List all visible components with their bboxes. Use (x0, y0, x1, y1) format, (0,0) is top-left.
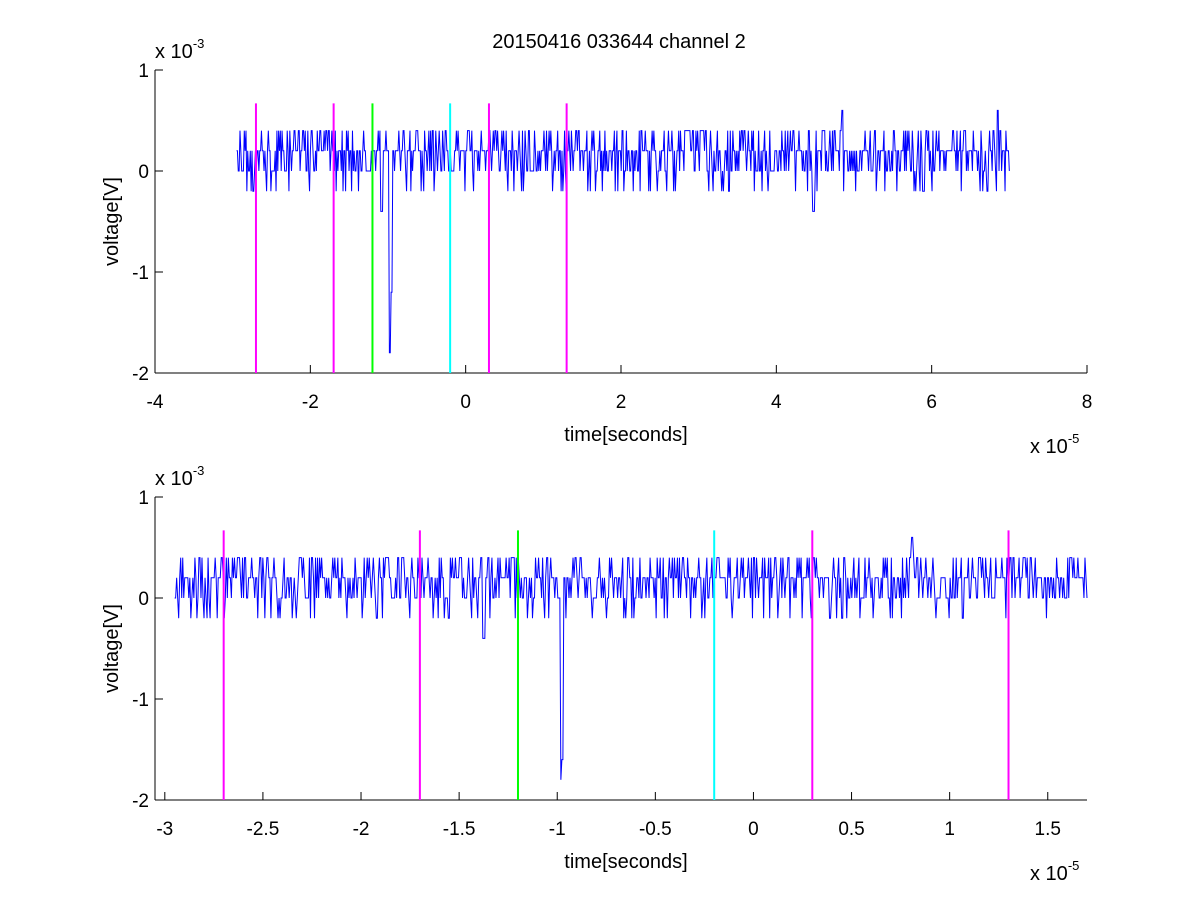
x-tick-label: -0.5 (639, 819, 672, 840)
y-tick-label: 0 (138, 162, 149, 183)
signal-trace (174, 536, 1088, 780)
x-tick-label: 8 (1082, 392, 1093, 413)
y-axis-label: voltage[V] (101, 604, 123, 693)
x-tick-label: -1 (549, 819, 566, 840)
y-axis-exponent: x 10-3 (155, 463, 204, 490)
y-tick-label: -1 (132, 690, 149, 711)
x-tick-label: 1 (944, 819, 955, 840)
y-tick-label: -2 (132, 791, 149, 812)
x-tick-label: -1.5 (443, 819, 476, 840)
top-subplot: -4 -2 0 2 4 6 8 -2 -1 0 1 x 10-3 x 10-5 time[seconds]… (101, 36, 1092, 458)
y-axis-label: voltage[V] (101, 177, 123, 266)
y-tick-label: 0 (138, 589, 149, 610)
x-tick-label: -2.5 (247, 819, 280, 840)
x-tick-label: 1.5 (1035, 819, 1061, 840)
y-tick-label: -1 (132, 263, 149, 284)
x-tick-label: 0 (748, 819, 759, 840)
y-axis-exponent: x 10-3 (155, 36, 204, 63)
x-tick-label: 0.5 (838, 819, 864, 840)
signal-trace (236, 109, 1010, 354)
x-axis-label: time[seconds] (564, 424, 687, 446)
y-tick-label: 1 (138, 61, 149, 82)
x-tick-label: 4 (771, 392, 782, 413)
x-tick-label: 0 (460, 392, 471, 413)
x-axis-label: time[seconds] (564, 851, 687, 873)
bottom-subplot: -3 -2.5 -2 -1.5 -1 -0.5 0 0.5 1 1.5 -2 -1 0 1 x 10-3 x … (101, 463, 1088, 885)
x-tick-label: 6 (926, 392, 937, 413)
y-tick-label: -2 (132, 364, 149, 385)
x-axis-exponent: x 10-5 (1030, 431, 1079, 458)
y-tick-label: 1 (138, 488, 149, 509)
figure-title: 20150416 033644 channel 2 (492, 31, 746, 53)
x-tick-label: -2 (302, 392, 319, 413)
x-tick-label: 2 (616, 392, 627, 413)
x-tick-label: -3 (156, 819, 173, 840)
x-tick-label: -2 (353, 819, 370, 840)
x-axis-exponent: x 10-5 (1030, 858, 1079, 885)
x-tick-label: -4 (147, 392, 164, 413)
